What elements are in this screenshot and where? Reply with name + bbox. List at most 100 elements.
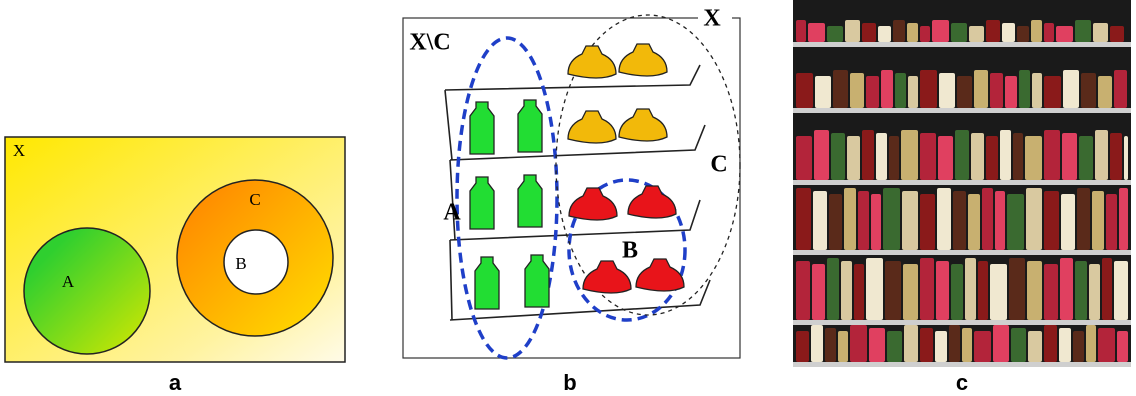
product — [871, 194, 881, 250]
product — [850, 73, 864, 108]
product — [1117, 331, 1128, 362]
product — [920, 258, 934, 320]
product — [1056, 26, 1073, 42]
product — [893, 20, 905, 42]
product — [815, 76, 831, 108]
product — [1114, 70, 1127, 108]
product — [796, 188, 811, 250]
product — [1044, 130, 1060, 180]
product — [974, 331, 991, 362]
product — [831, 133, 845, 180]
shelf — [793, 362, 1131, 367]
product — [876, 133, 887, 180]
product — [990, 73, 1003, 108]
product — [920, 26, 930, 42]
product — [1110, 133, 1122, 180]
product — [829, 194, 842, 250]
product — [1025, 136, 1042, 180]
product — [951, 23, 967, 42]
product — [808, 23, 825, 42]
product — [1011, 328, 1026, 362]
product — [1044, 264, 1058, 320]
set-label: A — [443, 200, 461, 226]
product — [1059, 328, 1071, 362]
product — [796, 261, 810, 320]
product — [1044, 325, 1057, 362]
product — [920, 133, 936, 180]
product — [827, 26, 843, 42]
panel-c: c — [793, 0, 1131, 395]
product — [847, 136, 860, 180]
product — [866, 76, 879, 108]
product — [1062, 133, 1077, 180]
product — [796, 136, 812, 180]
product — [854, 264, 864, 320]
shelf — [793, 42, 1131, 47]
product — [968, 194, 980, 250]
product — [813, 191, 827, 250]
product — [796, 73, 813, 108]
product — [1027, 261, 1042, 320]
product — [986, 136, 998, 180]
product — [1075, 261, 1087, 320]
panel-b: X\C X A B C b — [403, 6, 740, 396]
product — [969, 26, 984, 42]
product — [1079, 136, 1093, 180]
product — [953, 191, 966, 250]
product — [1095, 130, 1108, 180]
product — [920, 70, 937, 108]
product — [812, 264, 825, 320]
product — [1026, 188, 1042, 250]
set-label: C — [710, 152, 727, 178]
product — [962, 328, 972, 362]
product — [1093, 23, 1108, 42]
product — [796, 20, 806, 42]
product — [814, 130, 829, 180]
product — [1060, 258, 1073, 320]
product — [1028, 331, 1042, 362]
product — [1063, 70, 1079, 108]
set-label: X — [703, 6, 721, 32]
set-label: B — [622, 238, 638, 264]
product — [1005, 76, 1017, 108]
product — [1032, 73, 1042, 108]
figure: X A C B a X\C X A B C b c — [0, 0, 1136, 396]
product — [982, 188, 993, 250]
panel-label: b — [563, 370, 576, 395]
product — [951, 264, 963, 320]
product — [1102, 258, 1112, 320]
product — [993, 325, 1009, 362]
product — [1119, 188, 1128, 250]
product — [841, 261, 852, 320]
shelf — [793, 108, 1131, 113]
product — [1009, 258, 1025, 320]
product — [1089, 264, 1100, 320]
product — [1013, 133, 1023, 180]
product — [965, 258, 976, 320]
product — [881, 70, 893, 108]
product — [811, 325, 823, 362]
product — [1098, 328, 1115, 362]
product — [838, 331, 848, 362]
product — [986, 20, 1000, 42]
product — [885, 261, 901, 320]
product — [1106, 194, 1117, 250]
panel-a: X A C B a — [5, 137, 345, 395]
product — [938, 136, 953, 180]
product — [1114, 261, 1128, 320]
set-a — [24, 228, 150, 354]
product — [1044, 23, 1054, 42]
product — [1098, 76, 1112, 108]
product — [889, 136, 899, 180]
product — [1110, 26, 1124, 42]
set-b — [224, 230, 288, 294]
set-label: A — [62, 272, 75, 291]
product — [937, 188, 951, 250]
product — [1007, 194, 1024, 250]
product — [1031, 20, 1042, 42]
product — [1019, 70, 1030, 108]
product — [990, 264, 1007, 320]
product — [827, 258, 839, 320]
product — [895, 73, 906, 108]
product — [1044, 76, 1061, 108]
